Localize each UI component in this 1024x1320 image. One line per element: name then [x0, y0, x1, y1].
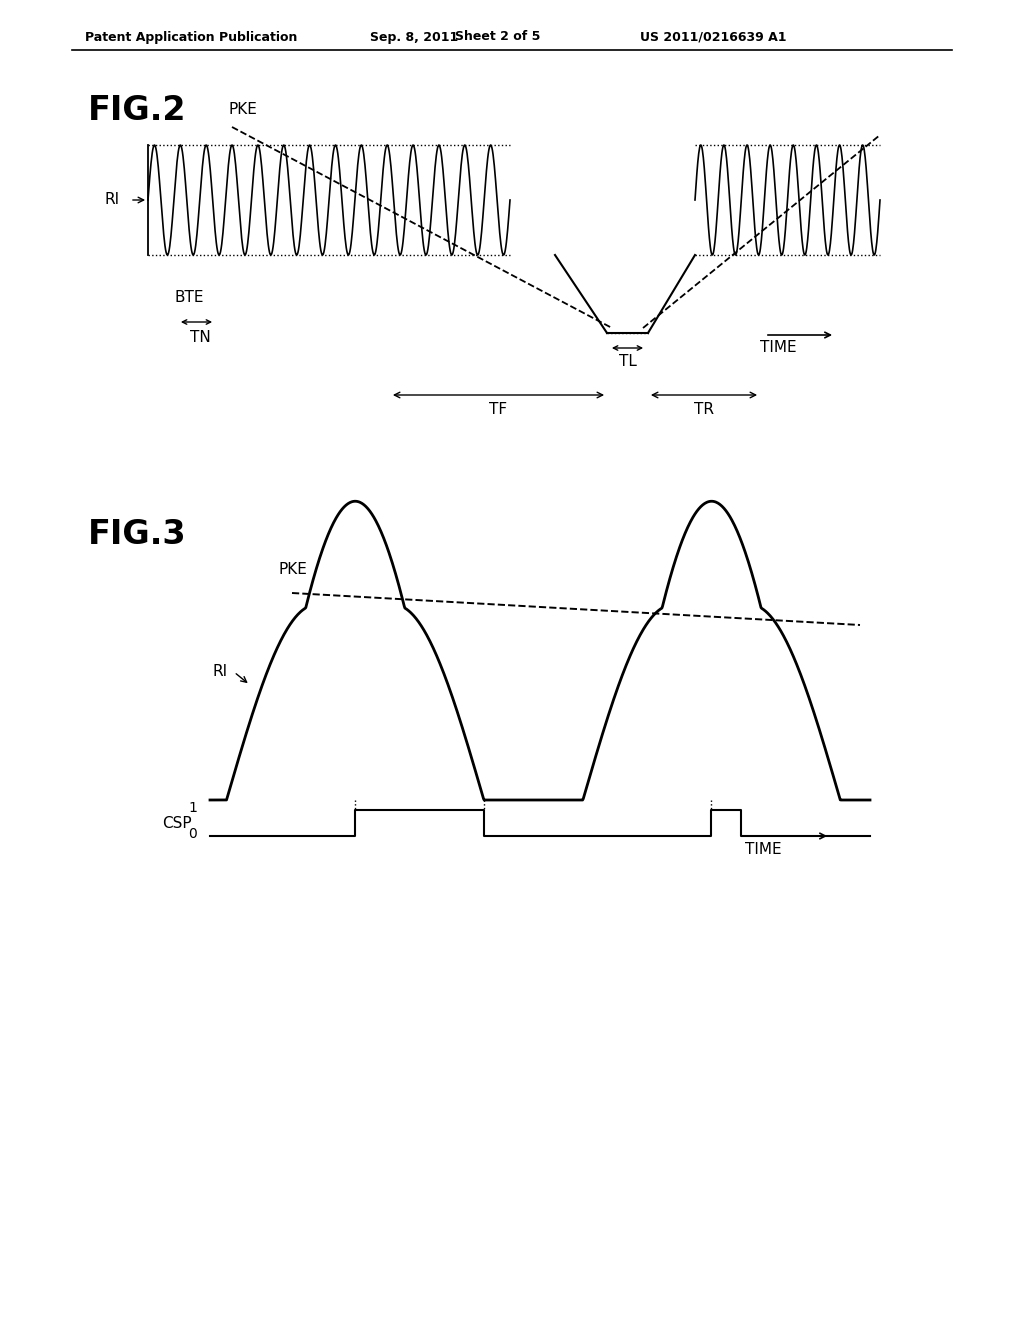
Text: TN: TN — [190, 330, 211, 345]
Text: CSP: CSP — [162, 816, 191, 830]
Text: TIME: TIME — [760, 341, 797, 355]
Text: FIG.3: FIG.3 — [88, 519, 186, 552]
Text: RI: RI — [212, 664, 227, 680]
Text: FIG.2: FIG.2 — [88, 94, 186, 127]
Text: BTE: BTE — [175, 290, 205, 305]
Text: PKE: PKE — [228, 103, 257, 117]
Text: 1: 1 — [188, 801, 197, 814]
Text: RI: RI — [105, 193, 120, 207]
Text: TL: TL — [618, 355, 637, 370]
Text: PKE: PKE — [278, 562, 307, 578]
Text: 0: 0 — [188, 828, 197, 841]
Text: TR: TR — [694, 403, 714, 417]
Text: TIME: TIME — [745, 842, 781, 858]
Text: Patent Application Publication: Patent Application Publication — [85, 30, 297, 44]
Text: US 2011/0216639 A1: US 2011/0216639 A1 — [640, 30, 786, 44]
Text: Sep. 8, 2011: Sep. 8, 2011 — [370, 30, 459, 44]
Text: TF: TF — [489, 403, 508, 417]
Text: Sheet 2 of 5: Sheet 2 of 5 — [455, 30, 541, 44]
